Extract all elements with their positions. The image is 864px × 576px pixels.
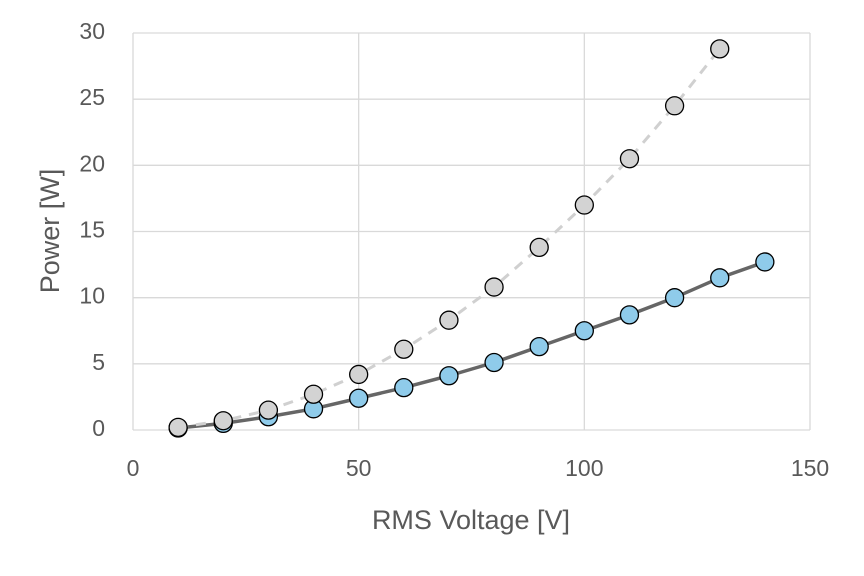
data-point xyxy=(619,149,640,169)
data-point xyxy=(349,364,369,385)
data-point xyxy=(529,336,549,357)
data-point xyxy=(574,321,594,341)
data-point xyxy=(664,288,685,308)
data-point xyxy=(258,400,279,420)
data-point xyxy=(349,388,369,408)
data-point xyxy=(213,411,233,431)
data-point xyxy=(755,252,775,272)
data-point xyxy=(394,378,414,398)
x-tick-label: 100 xyxy=(565,455,603,481)
data-point xyxy=(710,268,730,288)
data-point xyxy=(710,39,730,59)
data-point xyxy=(168,417,188,438)
data-point xyxy=(394,339,414,359)
y-tick-label: 30 xyxy=(79,18,105,44)
y-axis-title: Power [W] xyxy=(35,169,65,294)
data-point xyxy=(439,366,459,386)
y-tick-label: 20 xyxy=(79,150,105,176)
data-point xyxy=(439,310,459,330)
data-point xyxy=(664,96,685,116)
x-axis-title: RMS Voltage [V] xyxy=(372,505,570,535)
data-point xyxy=(484,352,504,373)
data-point xyxy=(574,195,594,215)
x-tick-label: 150 xyxy=(791,455,829,481)
y-tick-label: 10 xyxy=(79,283,105,309)
data-point xyxy=(484,277,504,297)
x-tick-label: 50 xyxy=(346,455,372,481)
y-tick-label: 0 xyxy=(92,415,105,441)
y-tick-label: 5 xyxy=(92,349,105,375)
y-tick-label: 15 xyxy=(79,217,105,243)
data-point xyxy=(303,384,324,404)
y-tick-label: 25 xyxy=(79,84,105,110)
x-tick-label: 0 xyxy=(127,455,140,481)
data-point xyxy=(619,305,640,325)
data-point xyxy=(529,237,549,258)
